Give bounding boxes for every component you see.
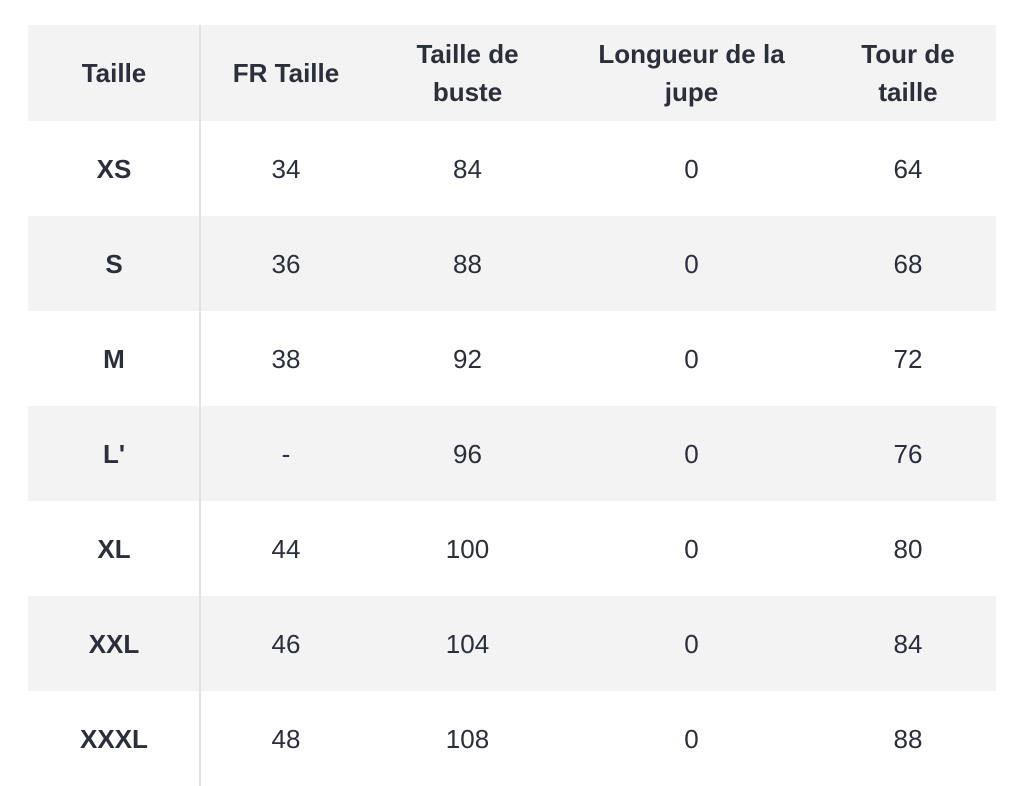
column-divider bbox=[199, 25, 201, 786]
header-cell: Taille de buste bbox=[372, 25, 563, 121]
value-cell: 88 bbox=[372, 216, 563, 311]
value-cell: 0 bbox=[684, 343, 699, 374]
value-cell: 76 bbox=[820, 406, 996, 501]
size-cell: XXL bbox=[28, 596, 200, 691]
size-cell: S bbox=[28, 216, 200, 311]
value-cell: 0 bbox=[684, 533, 699, 564]
value-cell: 100 bbox=[445, 533, 490, 564]
value-cell: 92 bbox=[453, 343, 482, 374]
size-table: Taille FR Taille Taille de buste Longueur d… bbox=[28, 25, 996, 786]
value-cell: 48 bbox=[271, 723, 301, 754]
value-cell: 84 bbox=[453, 153, 482, 184]
value-cell: 108 bbox=[445, 723, 490, 754]
table-row: XL 44 100 0 80 bbox=[28, 501, 996, 596]
value-cell: 84 bbox=[820, 596, 996, 691]
size-cell: XL bbox=[97, 533, 131, 564]
table-body: XS 34 84 0 64 S 36 88 0 68 M 38 92 0 72 L' -96 0 76 XL 44 100… bbox=[28, 121, 996, 786]
value-cell: 44 bbox=[271, 533, 301, 564]
value-cell: 0 bbox=[684, 153, 699, 184]
table-row: XXL 46 104 0 84 bbox=[28, 596, 996, 691]
value-cell: 0 bbox=[563, 216, 820, 311]
table-row: XXXL 48 108 0 88 bbox=[28, 691, 996, 786]
value-cell: 64 bbox=[893, 153, 923, 184]
value-cell: 88 bbox=[893, 723, 923, 754]
value-cell: 68 bbox=[820, 216, 996, 311]
size-cell: XS bbox=[96, 153, 132, 184]
header-cell: Longueur de la jupe bbox=[563, 25, 820, 121]
value-cell: 0 bbox=[563, 406, 820, 501]
header-cell: Tour de taille bbox=[820, 25, 996, 121]
value-cell: 34 bbox=[271, 153, 301, 184]
value-cell: 80 bbox=[893, 533, 923, 564]
size-cell: XXXL bbox=[80, 723, 148, 754]
value-cell: 38 bbox=[271, 343, 301, 374]
header-cell: FR Taille bbox=[200, 25, 372, 121]
table-row: XS 34 84 0 64 bbox=[28, 121, 996, 216]
value-cell: 72 bbox=[893, 343, 923, 374]
size-cell: L' bbox=[28, 406, 200, 501]
header-cell: Taille bbox=[28, 25, 200, 121]
size-cell: M bbox=[103, 343, 125, 374]
value-cell: 104 bbox=[372, 596, 563, 691]
table-row: L' -96 0 76 bbox=[28, 406, 996, 501]
value-cell: 0 bbox=[684, 723, 699, 754]
table-row: S 36 88 0 68 bbox=[28, 216, 996, 311]
value-cell: - bbox=[200, 406, 372, 501]
table-row: M 38 92 0 72 bbox=[28, 311, 996, 406]
header-row: Taille FR Taille Taille de buste Longueur d… bbox=[28, 25, 996, 121]
value-cell: 36 bbox=[200, 216, 372, 311]
value-cell: 0 bbox=[563, 596, 820, 691]
value-cell: 46 bbox=[200, 596, 372, 691]
value-cell: 96 bbox=[372, 406, 563, 501]
